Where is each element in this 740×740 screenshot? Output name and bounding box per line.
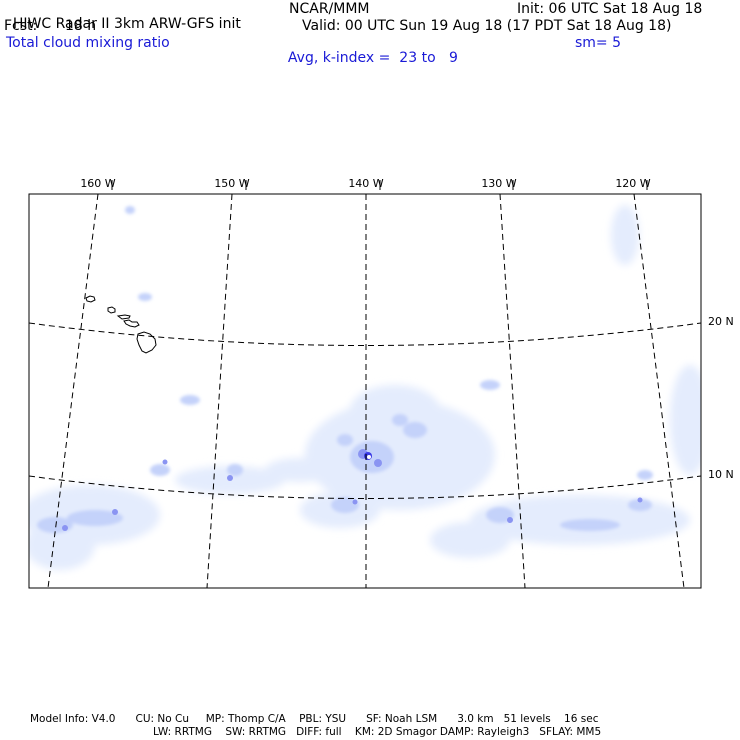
- cloud-cell-16: [637, 470, 653, 480]
- lon-label-160w: 160 W: [80, 177, 116, 190]
- avg-k-index: Avg, k-index = 23 to 9: [279, 36, 458, 66]
- island-oahu: [107, 306, 116, 314]
- cloud-cell-1: [403, 422, 427, 438]
- cloud-patch-central-large: [305, 400, 495, 510]
- cloud-patch-band-mid: [265, 458, 335, 482]
- island-molokai: [116, 314, 131, 320]
- cloud-cell-14: [125, 206, 135, 214]
- k-to: 9: [449, 50, 458, 66]
- island-hawaii: [136, 331, 157, 354]
- strong-cell-6: [227, 475, 233, 481]
- meridian-130w: [499, 194, 526, 588]
- cloud-patch-southeast: [430, 522, 510, 558]
- cloud-cell-2: [392, 414, 408, 426]
- strong-cell-5: [507, 517, 513, 523]
- strong-cell-4: [112, 509, 118, 515]
- cloud-patch-southwest: [29, 520, 95, 570]
- cloud-cell-3: [337, 434, 353, 446]
- model-info-line2: LW: RRTMG SW: RRTMG DIFF: full KM: 2D Sm…: [153, 726, 602, 738]
- lon-label-120w: 120 W: [615, 177, 651, 190]
- cloud-cell-13: [138, 293, 152, 301]
- k-to-word: to: [421, 50, 436, 66]
- lat-label-10n: 10 N: [708, 468, 734, 481]
- model-info-line1: Model Info: V4.0 CU: No Cu MP: Thomp C/A…: [30, 713, 599, 725]
- strong-cell-7: [162, 459, 168, 465]
- cloud-cell-15: [480, 380, 500, 390]
- cloud-cell-5: [150, 464, 170, 476]
- forecast-label: Fcst:: [4, 18, 38, 34]
- init-time: Init: 06 UTC Sat 18 Aug 18: [517, 1, 703, 17]
- cloud-cell-8: [560, 519, 620, 531]
- strong-cell-3: [62, 525, 68, 531]
- meridian-150w: [206, 194, 233, 588]
- smoothing-label: sm= 5: [575, 35, 622, 51]
- cloud-field: [29, 194, 701, 588]
- island-kauai: [85, 295, 96, 303]
- strong-cell-9: [352, 499, 358, 505]
- org-label: NCAR/MMM: [289, 1, 370, 17]
- cloud-cell-7: [486, 507, 514, 523]
- lon-label-140w: 140 W: [348, 177, 384, 190]
- cloud-patch-northeast: [611, 205, 639, 265]
- lat-label-20n: 20 N: [708, 315, 734, 328]
- cloud-patch-far-east: [670, 365, 701, 475]
- meridian-120w: [633, 194, 685, 588]
- cloud-cell-4: [227, 464, 243, 476]
- field-name: Total cloud mixing ratio: [6, 35, 170, 51]
- meridian-160w: [47, 194, 99, 588]
- cloud-cell-12: [180, 395, 200, 405]
- map-frame: [28, 193, 702, 589]
- lon-ticks: [111, 180, 648, 190]
- cloud-cell-10: [67, 510, 123, 526]
- vortex-eye: [367, 455, 371, 459]
- strong-cell-8: [637, 497, 643, 503]
- cloud-patch-central-north: [350, 385, 440, 435]
- vortex-ring: [350, 441, 394, 473]
- island-maui: [123, 319, 140, 328]
- hawaii-coastline: [85, 295, 157, 354]
- cloud-cell-11: [37, 517, 73, 533]
- lon-label-130w: 130 W: [481, 177, 517, 190]
- cloud-cell-9: [628, 499, 652, 511]
- forecast-hours: 18 h: [65, 18, 97, 34]
- k-from: 23: [399, 50, 418, 66]
- model-title: HIWC Radar II 3km ARW-GFS init: [12, 16, 241, 32]
- cloud-cell-6: [331, 497, 359, 513]
- valid-time: Valid: 00 UTC Sun 19 Aug 18 (17 PDT Sat …: [302, 18, 672, 34]
- strong-cell-2: [374, 459, 382, 467]
- avg-label: Avg, k-index =: [287, 50, 391, 66]
- lon-label-150w: 150 W: [214, 177, 250, 190]
- graticule: [29, 194, 701, 588]
